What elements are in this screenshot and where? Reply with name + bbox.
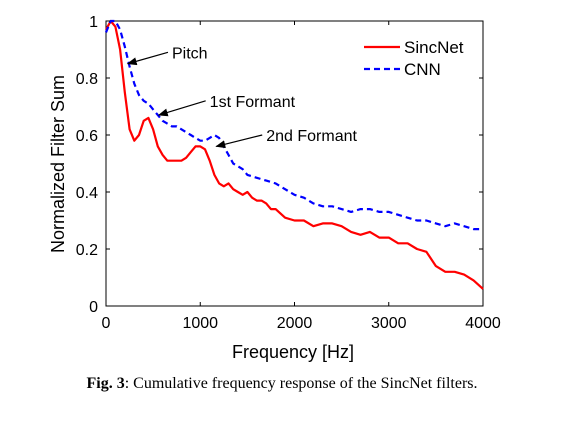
ticks-layer: 0 1000 2000 3000 4000 0 0.2 0.4 0.6 0.8 1	[76, 14, 501, 332]
figure-caption: Fig. 3: Cumulative frequency response of…	[0, 375, 564, 393]
series-line-1	[104, 19, 483, 231]
annotation-arrow-2	[215, 134, 263, 149]
x-axis-label: Frequency [Hz]	[232, 342, 354, 362]
x-tick-label: 2000	[277, 315, 313, 332]
y-tick-label: 0.8	[76, 71, 98, 88]
x-tick-label: 4000	[465, 315, 501, 332]
y-tick-label: 0.6	[76, 128, 98, 145]
legend-label-0: SincNet	[404, 38, 464, 57]
y-tick-label: 1	[89, 14, 98, 31]
y-tick-label: 0.4	[76, 185, 98, 202]
legend-label-1: CNN	[404, 60, 441, 79]
legend: SincNet CNN	[364, 38, 464, 79]
annotation-label-1: 1st Formant	[210, 94, 296, 111]
y-tick-label: 0	[89, 299, 98, 316]
x-tick-label: 0	[102, 315, 111, 332]
series-layer	[104, 19, 484, 290]
annotation-label-0: Pitch	[172, 45, 208, 62]
annotation-layer: Pitch 1st Formant 2nd Formant	[126, 45, 357, 149]
caption-text: : Cumulative frequency response of the S…	[124, 375, 478, 392]
y-axis-label: Normalized Filter Sum	[48, 75, 68, 253]
x-tick-label: 3000	[371, 315, 407, 332]
caption-label: Fig. 3	[86, 375, 125, 392]
series-line-0	[105, 19, 484, 290]
x-tick-label: 1000	[182, 315, 218, 332]
annotation-label-2: 2nd Formant	[266, 128, 357, 145]
y-tick-label: 0.2	[76, 242, 98, 259]
annotation-arrow-0	[126, 51, 169, 66]
annotation-arrow-1	[157, 100, 206, 117]
